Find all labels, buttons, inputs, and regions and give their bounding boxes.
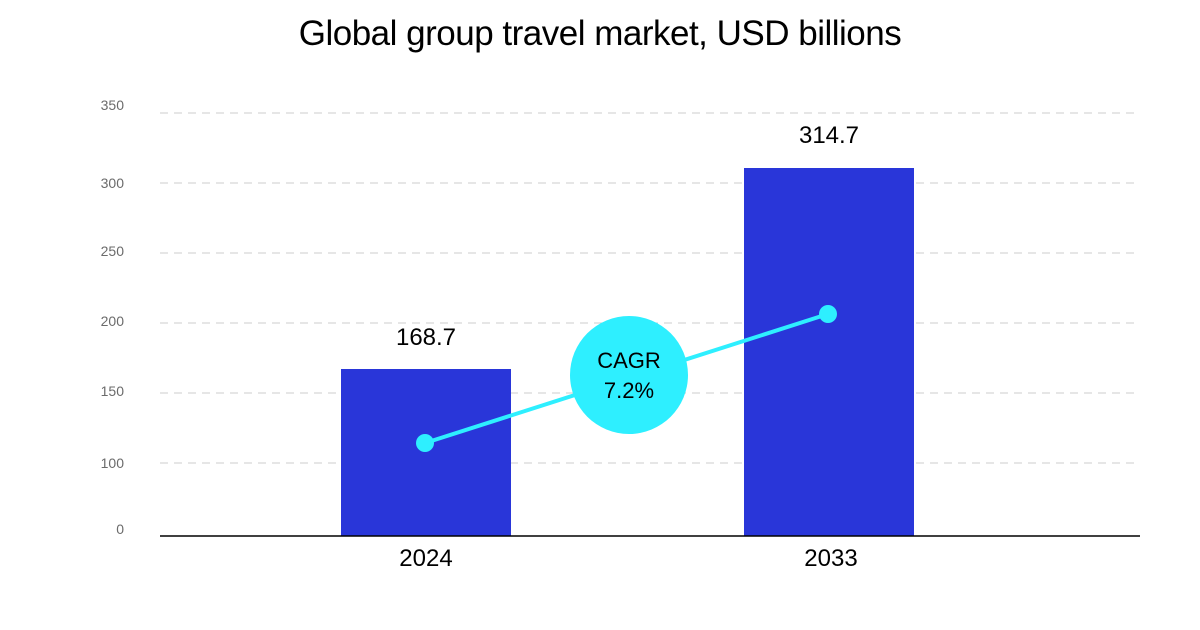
y-tick-label: 250: [101, 243, 125, 259]
value-label-2024: 168.7: [396, 324, 456, 351]
y-tick-label: 300: [101, 175, 125, 191]
bar-2033: [744, 168, 914, 536]
cagr-bubble: CAGR 7.2%: [570, 316, 688, 434]
bar-2024: [341, 369, 511, 536]
cagr-value: 7.2%: [604, 378, 654, 403]
cagr-circle: [570, 316, 688, 434]
chart-title: Global group travel market, USD billions: [298, 14, 902, 53]
trend-point-2024: [416, 434, 434, 452]
y-tick-label: 150: [101, 383, 125, 399]
value-label-2033: 314.7: [799, 122, 859, 149]
cagr-label: CAGR: [597, 348, 661, 373]
y-axis: 350 300 250 200 150 100 0: [101, 97, 125, 537]
x-tick-label-2033: 2033: [804, 545, 857, 572]
y-tick-label: 200: [101, 313, 125, 329]
y-tick-label: 0: [116, 521, 124, 537]
y-tick-label: 100: [101, 455, 125, 471]
trend-point-2033: [819, 305, 837, 323]
y-tick-label: 350: [101, 97, 125, 113]
x-tick-label-2024: 2024: [399, 545, 452, 572]
